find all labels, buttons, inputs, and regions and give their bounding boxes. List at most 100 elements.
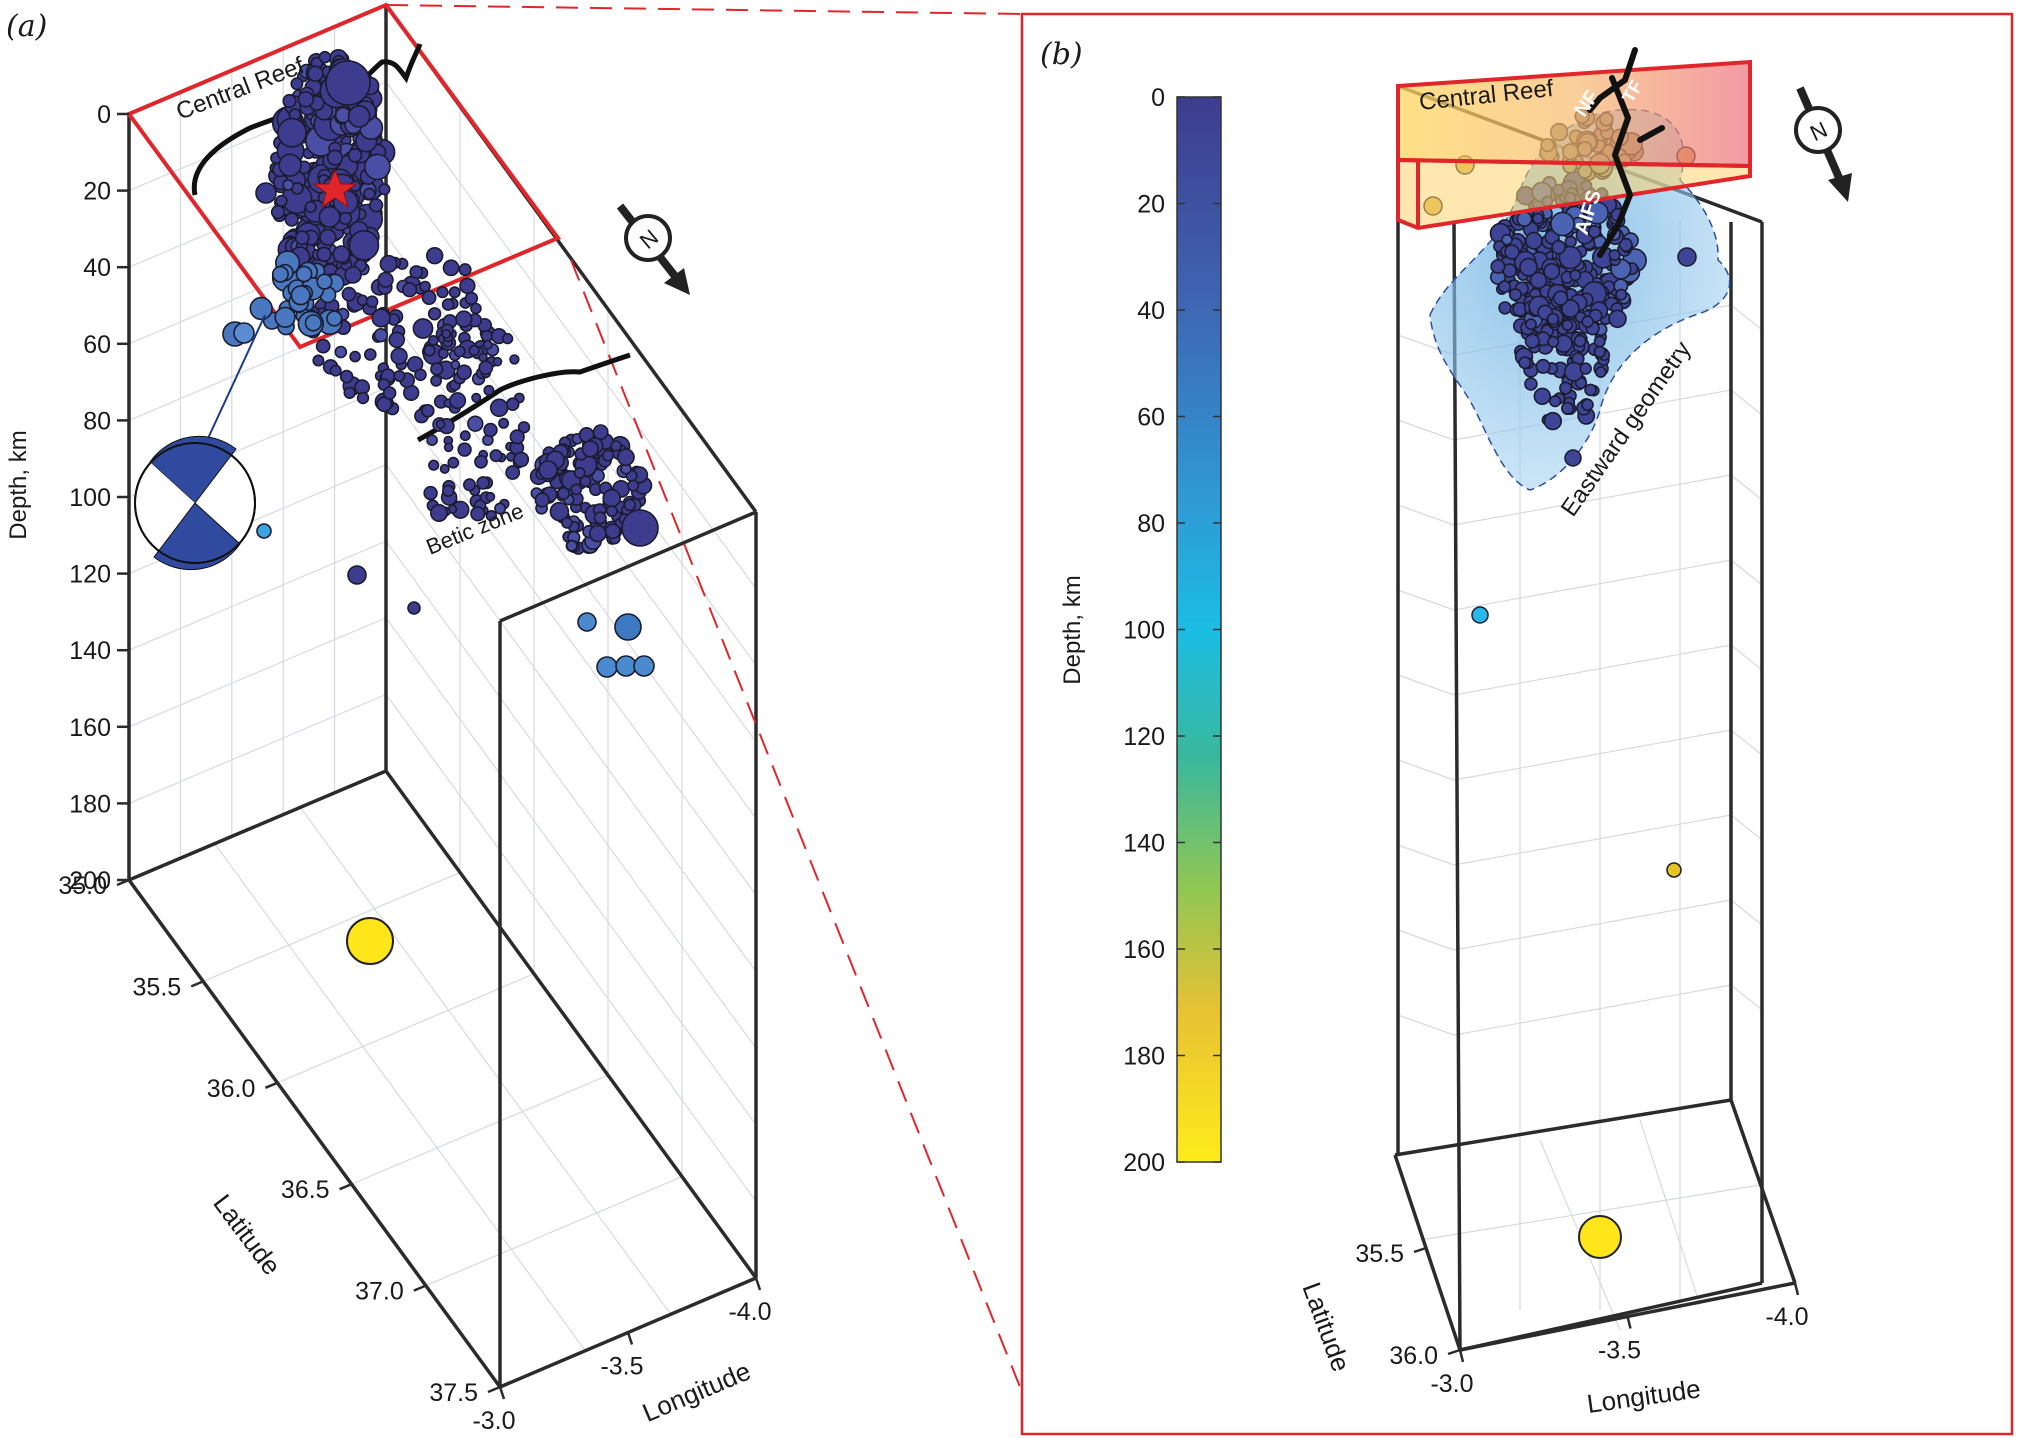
event-marker (347, 148, 363, 163)
event-marker (458, 263, 472, 277)
latitude-axis-a: 35.0 35.5 36.0 36.5 37.0 37.5 (58, 872, 501, 1407)
event-marker (1608, 249, 1621, 262)
lat-tick-label-a: 36.0 (207, 1075, 256, 1103)
event-marker (439, 463, 450, 474)
event-marker (1595, 366, 1607, 378)
event-marker (517, 421, 531, 434)
event-marker (1508, 288, 1522, 302)
panel-b-frame (1020, 12, 2014, 1436)
event-marker (581, 440, 600, 458)
grid-line-b (1397, 504, 1455, 526)
event-marker (1563, 361, 1584, 382)
grid-line-a (385, 81, 757, 589)
event-marker (471, 392, 482, 403)
lon-tick-a (626, 1332, 634, 1345)
event-marker (492, 356, 503, 367)
event-marker (1561, 319, 1574, 331)
event-marker (1608, 309, 1627, 329)
event-marker (255, 182, 277, 204)
event-marker (339, 369, 354, 384)
event-marker (617, 448, 635, 467)
colorbar-tick-label: 200 (1123, 1149, 1165, 1177)
depth-tick-label-a: 20 (83, 178, 111, 206)
event-marker (1677, 247, 1697, 267)
event-marker (485, 510, 497, 522)
beachball-leader (197, 314, 266, 461)
grid-line-b (1397, 929, 1455, 951)
event-marker (1587, 225, 1602, 239)
event-marker (233, 322, 255, 344)
event-marker (509, 354, 520, 365)
lat-tick-a (190, 980, 204, 988)
grid-line-a (425, 1176, 683, 1287)
event-marker (363, 348, 377, 361)
event-marker (1490, 258, 1506, 274)
event-marker (1561, 299, 1580, 318)
event-marker (1579, 362, 1592, 375)
grid-line-a (128, 540, 387, 651)
grid-line-b (1730, 474, 1763, 501)
grid-line-b (1730, 389, 1763, 416)
event-marker (602, 488, 622, 508)
event-marker (483, 384, 495, 396)
event-marker (284, 212, 299, 227)
grid-line-b (1730, 729, 1763, 756)
epicenter-star (312, 168, 358, 209)
event-marker (1498, 280, 1512, 294)
event-marker (344, 266, 362, 284)
grid-line-b (1397, 1014, 1455, 1036)
event-marker (368, 198, 384, 213)
panel-a-events (222, 49, 659, 965)
lat-tick-label-a: 36.5 (281, 1176, 330, 1204)
event-marker (388, 331, 406, 349)
grid-line-b (1453, 644, 1732, 696)
event-marker (1564, 235, 1577, 249)
lat-tick-a (487, 1385, 501, 1394)
event-marker (1525, 318, 1537, 331)
event-marker (482, 339, 493, 350)
colorbar-tick-label: 60 (1137, 404, 1165, 432)
event-marker (1501, 233, 1513, 246)
grid-line-a (385, 387, 757, 896)
panel-b-tag: (b) (1040, 37, 1083, 72)
event-marker (1532, 212, 1544, 225)
grid-line-a (385, 464, 757, 972)
event-marker (485, 491, 496, 502)
event-marker (435, 419, 446, 430)
event-marker (1547, 335, 1560, 348)
event-marker (274, 306, 296, 328)
latitude-axis-b: 35.5 36.0 (1355, 1240, 1461, 1370)
event-marker (561, 517, 573, 529)
lon-tick-a (754, 1277, 762, 1291)
event-marker (270, 205, 286, 220)
depth-tick-label-a: 200 (69, 867, 111, 895)
lat-tick-label-a: 35.0 (58, 872, 107, 900)
event-marker (420, 403, 435, 418)
event-marker (277, 117, 307, 148)
event-marker (1529, 271, 1548, 290)
lon-tick-label-a: -3.0 (472, 1407, 515, 1435)
event-marker (1581, 315, 1594, 328)
event-marker (282, 93, 297, 109)
lat-tick-a (339, 1183, 353, 1191)
event-marker (1533, 387, 1552, 405)
event-marker (450, 359, 461, 370)
event-marker (1550, 211, 1575, 237)
event-marker (498, 417, 510, 429)
event-marker (377, 271, 394, 288)
zoom-connector-bottom (570, 259, 1023, 1393)
grid-line-b (1453, 559, 1732, 611)
grid-line-b (1419, 1184, 1761, 1241)
grid-line-b (1453, 814, 1732, 866)
event-marker (459, 277, 476, 294)
event-marker (615, 655, 637, 677)
event-marker (494, 502, 507, 515)
lon-tick-label-b: -3.0 (1430, 1370, 1473, 1398)
event-marker (556, 486, 570, 500)
depth-tick-label-a: 160 (69, 714, 111, 742)
event-marker (1560, 401, 1575, 416)
grid-line-b (1453, 729, 1732, 781)
focal-mechanism-beachball (134, 435, 256, 571)
event-marker (468, 344, 480, 357)
